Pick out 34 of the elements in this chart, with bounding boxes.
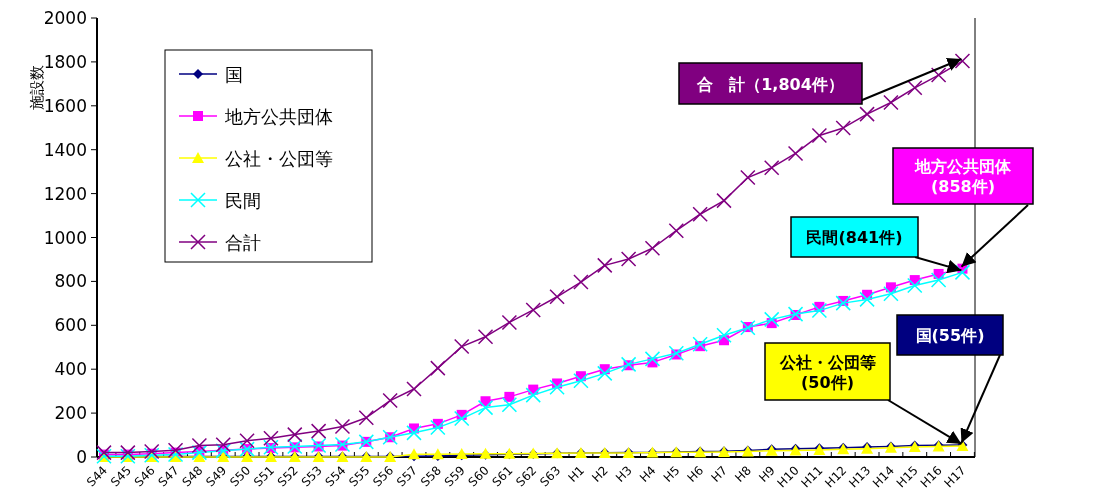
y-tick-label: 1200 [43, 183, 87, 204]
x-tick-label: H11 [798, 463, 826, 491]
y-tick-label: 600 [54, 315, 87, 336]
y-tick-label: 0 [76, 447, 87, 467]
x-tick-label: S51 [250, 463, 278, 490]
y-tick-label: 2000 [43, 8, 87, 28]
x-tick-label: H2 [589, 463, 611, 485]
legend-label: 国 [225, 64, 243, 85]
annotation: 公社・公団等 (50件) [778, 352, 876, 392]
legend-label: 合計 [225, 232, 261, 253]
x-tick-label: H5 [660, 463, 683, 485]
y-axis-title: 施設数 [28, 65, 46, 110]
x-tick-label: S61 [489, 463, 516, 490]
x-tick-label: H7 [708, 463, 731, 485]
y-tick-label: 1600 [43, 95, 87, 116]
x-tick-label: H3 [613, 463, 635, 485]
x-tick-label: H8 [732, 463, 754, 485]
y-tick-label: 1400 [43, 139, 87, 160]
legend-label: 民間 [225, 190, 261, 211]
y-tick-label: 1000 [43, 227, 87, 248]
x-tick-label: H4 [636, 463, 659, 485]
x-tick-label: H6 [684, 463, 707, 485]
y-tick-label: 1800 [43, 51, 87, 72]
x-tick-label: H9 [756, 463, 778, 485]
annotation: 民間(841件) [806, 228, 903, 247]
y-tick-label: 400 [54, 359, 87, 380]
annotation: 地方公共団体 (858件) [914, 157, 1012, 196]
annotation: 合 計（1,804件） [696, 74, 844, 94]
annotation: 国(55件) [915, 326, 985, 345]
x-tick-label: H1 [565, 463, 588, 485]
y-tick-label: 200 [54, 403, 87, 424]
legend-label: 公社・公団等 [225, 148, 333, 169]
legend-label: 地方公共団体 [224, 106, 333, 127]
y-tick-label: 800 [54, 271, 87, 292]
